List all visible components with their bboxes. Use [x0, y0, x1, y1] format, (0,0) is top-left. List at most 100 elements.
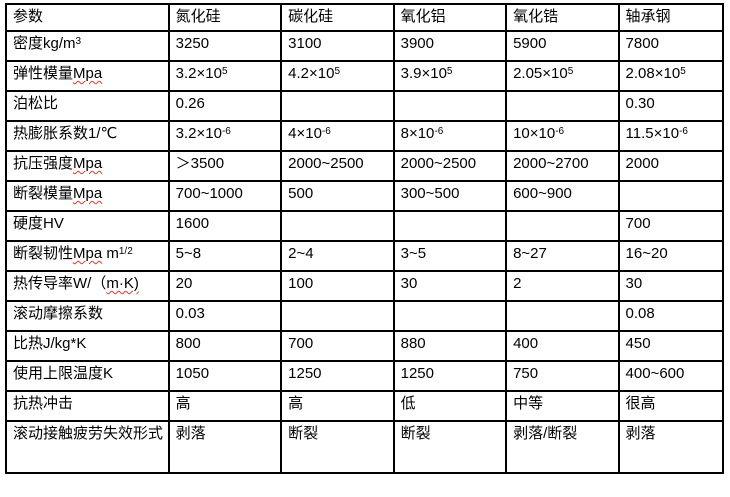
cell: 4.2×105	[280, 60, 395, 92]
cell: 1050	[167, 360, 283, 392]
cell: 400~600	[617, 360, 725, 392]
cell: 很高	[617, 390, 725, 422]
cell: 1250	[392, 360, 508, 392]
superscript-text: -6	[321, 126, 331, 137]
superscript-text: 3	[75, 36, 82, 47]
cell: 10×10-6	[505, 120, 620, 152]
row-label: 硬度HV	[5, 210, 170, 242]
cell: 剥落	[617, 420, 725, 474]
cell	[505, 210, 620, 242]
table-row: 使用上限温度K 1050 1250 1250 750 400~600	[5, 360, 725, 392]
column-header-3: 氧化铝	[392, 3, 508, 32]
cell	[392, 90, 508, 122]
text-segment: m	[102, 245, 119, 262]
table-row: 硬度HV 1600 700	[5, 210, 725, 242]
cell: 880	[392, 330, 508, 362]
column-header-0: 参数	[5, 3, 170, 32]
cell: 5~8	[167, 240, 283, 272]
text-segment: 3.9×10	[400, 65, 447, 82]
row-label: 抗压强度Mpa	[5, 150, 170, 182]
table-row: 断裂韧性Mpa m1/2 5~8 2~4 3~5 8~27 16~20	[5, 240, 725, 272]
cell: 1250	[280, 360, 395, 392]
row-label: 密度kg/m3	[5, 30, 170, 62]
superscript-text: 5	[221, 66, 228, 77]
cell: 30	[392, 270, 508, 302]
cell: 800	[167, 330, 283, 362]
table-row: 滚动摩擦系数 0.03 0.08	[5, 300, 725, 332]
cell: 0.26	[167, 90, 283, 122]
cell: 450	[617, 330, 725, 362]
cell: 3.2×105	[167, 60, 283, 92]
cell: 低	[392, 390, 508, 422]
cell: 500	[280, 180, 395, 212]
table-row: 热膨胀系数1/℃ 3.2×10-6 4×10-6 8×10-6 10×10-6 11.5×…	[5, 120, 725, 152]
table-row: 泊松比 0.26 0.30	[5, 90, 725, 122]
column-header-4: 氧化锆	[505, 3, 620, 32]
cell: 2.05×105	[505, 60, 620, 92]
cell: 剥落/断裂	[505, 420, 620, 474]
text-segment: 热传导率W/（	[13, 275, 107, 292]
text-segment: 弹性模量	[13, 65, 74, 82]
cell: 2000~2700	[505, 150, 620, 182]
text-segment: 4.2×10	[288, 65, 335, 82]
cell: 2000~2500	[280, 150, 395, 182]
cell	[505, 300, 620, 332]
superscript-text: -6	[555, 126, 565, 137]
superscript-text: -6	[221, 126, 231, 137]
text-segment: 抗压强度	[13, 155, 74, 172]
cell: 3250	[167, 30, 283, 62]
cell: 3100	[280, 30, 395, 62]
text-segment: 断裂模量	[13, 185, 74, 202]
row-label: 热膨胀系数1/℃	[5, 120, 170, 152]
cell	[280, 90, 395, 122]
cell: 700	[617, 210, 725, 242]
table-row: 密度kg/m3 3250 3100 3900 5900 7800	[5, 30, 725, 62]
cell: 高	[280, 390, 395, 422]
superscript-text: 5	[567, 66, 574, 77]
column-header-5: 轴承钢	[617, 3, 725, 32]
cell: 2	[505, 270, 620, 302]
superscript-text: -6	[434, 126, 444, 137]
table-row: 热传导率W/（m·K) 20 100 30 2 30	[5, 270, 725, 302]
spellcheck-underlined-text: Mpa	[73, 155, 103, 172]
superscript-text: 5	[334, 66, 340, 77]
cell: 8×10-6	[392, 120, 508, 152]
text-segment: 4×10	[288, 125, 322, 142]
column-header-2: 碳化硅	[280, 3, 395, 32]
row-label: 泊松比	[5, 90, 170, 122]
cell: 高	[167, 390, 283, 422]
cell: 750	[505, 360, 620, 392]
header-row: 参数 氮化硅 碳化硅 氧化铝 氧化锆 轴承钢	[5, 3, 725, 32]
cell: 断裂	[280, 420, 395, 474]
table-row: 比热J/kg*K 800 700 880 400 450	[5, 330, 725, 362]
spellcheck-underlined-text: m·K)	[106, 275, 139, 292]
cell: 0.03	[167, 300, 283, 332]
cell: 8~27	[505, 240, 620, 272]
cell: 3.2×10-6	[167, 120, 283, 152]
cell: 700	[280, 330, 395, 362]
cell: 20	[167, 270, 283, 302]
row-label: 断裂韧性Mpa m1/2	[5, 240, 170, 272]
cell: 3.9×105	[392, 60, 508, 92]
spellcheck-underlined-text: Mpa	[73, 185, 103, 202]
text-segment: 3.2×10	[175, 65, 222, 82]
row-label: 抗热冲击	[5, 390, 170, 422]
cell: 300~500	[392, 180, 508, 212]
table-row: 滚动接触疲劳失效形式 剥落 断裂 断裂 剥落/断裂 剥落	[5, 420, 725, 474]
cell: 2~4	[280, 240, 395, 272]
text-segment: 密度kg/m	[13, 35, 76, 52]
text-segment: 8×10	[400, 125, 435, 142]
superscript-text: 5	[446, 66, 453, 77]
cell: 16~20	[617, 240, 725, 272]
text-segment: 3.2×10	[175, 125, 222, 142]
cell: 7800	[617, 30, 725, 62]
cell	[392, 210, 508, 242]
cell: 400	[505, 330, 620, 362]
row-label: 滚动摩擦系数	[5, 300, 170, 332]
cell: ＞3500	[167, 150, 283, 182]
text-segment: 断裂韧性	[13, 245, 74, 262]
cell: 11.5×10-6	[617, 120, 725, 152]
table-row: 抗热冲击高高低中等 很高	[5, 390, 725, 422]
column-header-1: 氮化硅	[167, 3, 283, 32]
row-label: 比热J/kg*K	[5, 330, 170, 362]
